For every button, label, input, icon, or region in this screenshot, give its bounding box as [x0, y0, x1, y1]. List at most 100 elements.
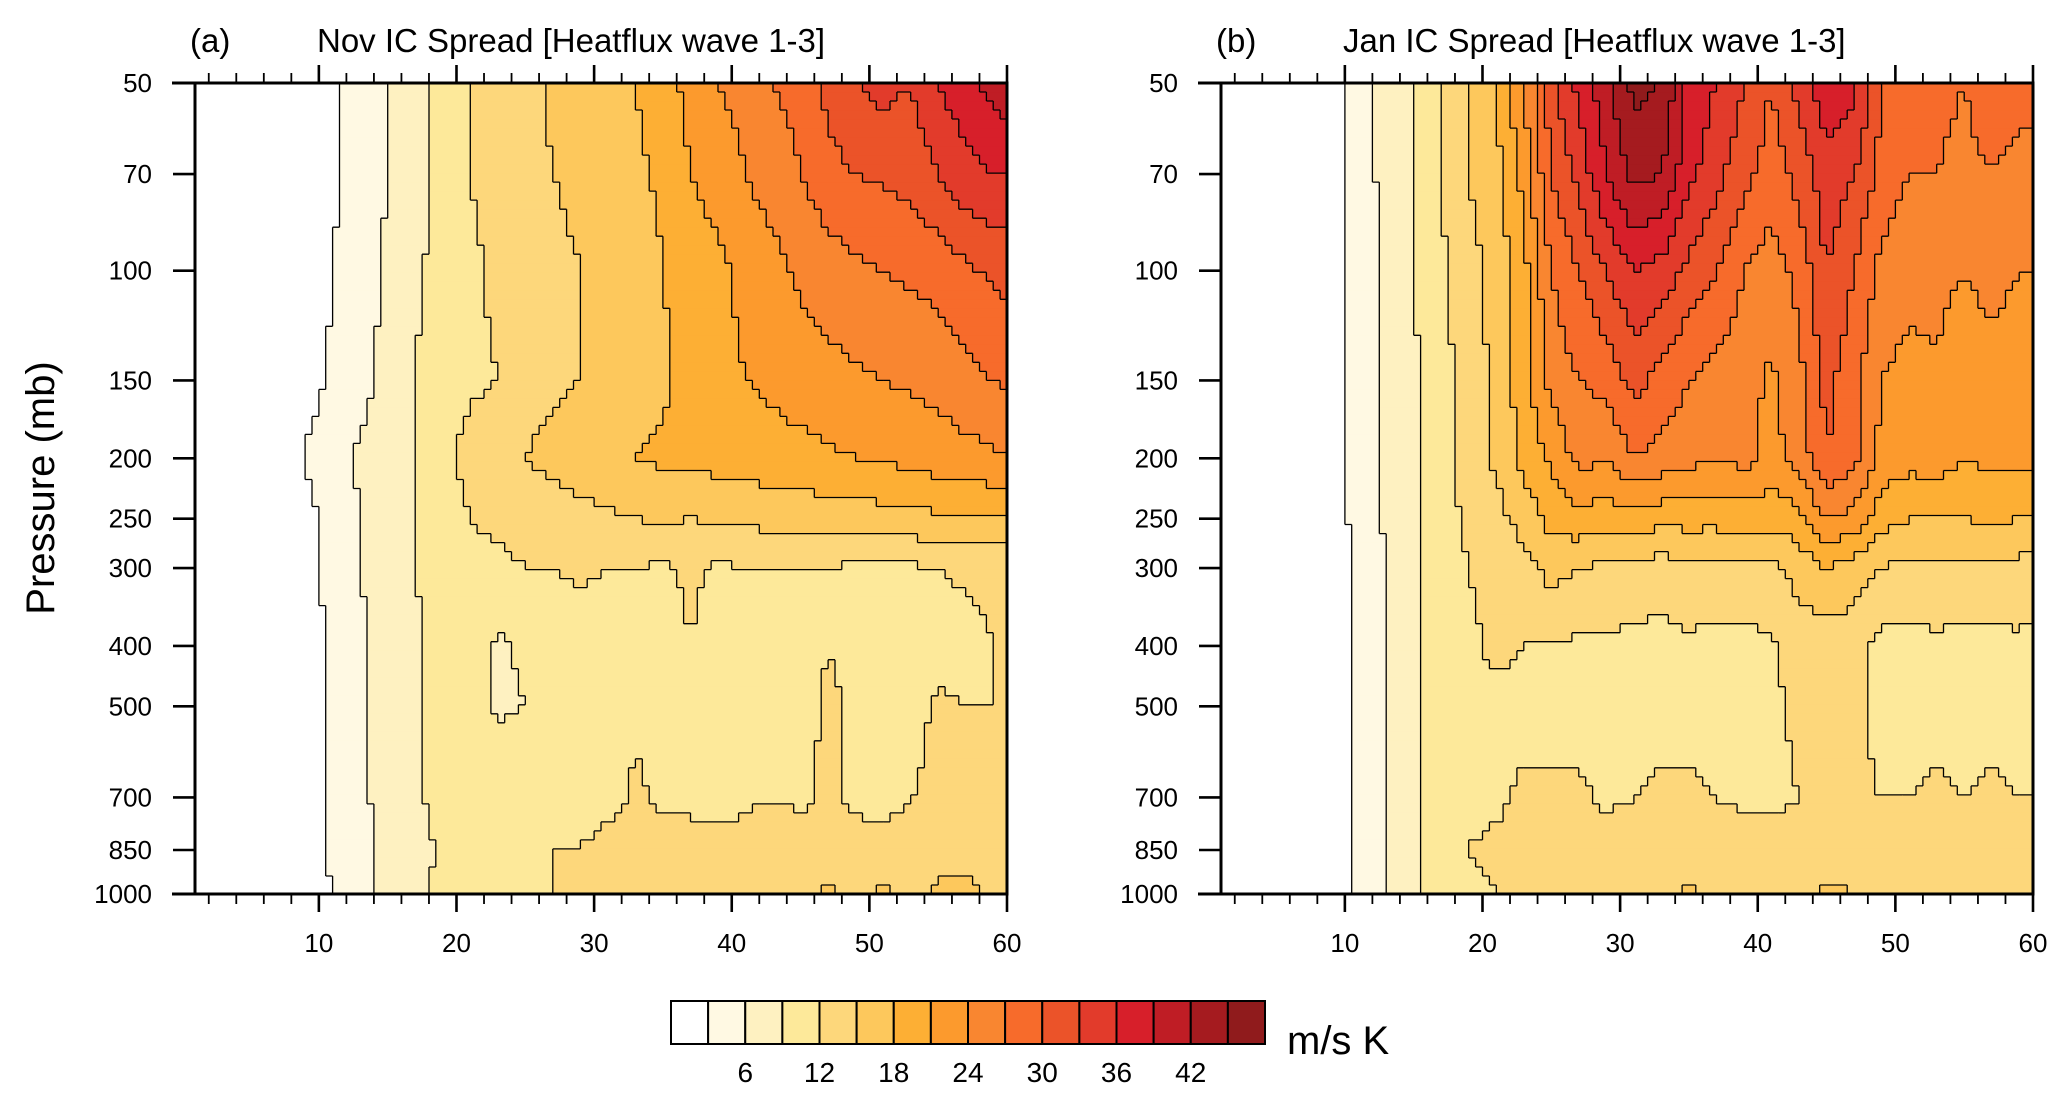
contour-cell	[470, 83, 547, 93]
contour-cell	[1221, 263, 1346, 273]
contour-cell	[993, 632, 1008, 643]
contour-cell	[890, 380, 1001, 390]
x-tick-label: 50	[855, 928, 884, 958]
contour-cell	[470, 110, 547, 120]
contour-cell	[1592, 299, 1621, 309]
contour-cell	[195, 740, 327, 751]
contour-cell	[1454, 416, 1490, 427]
contour-cell	[594, 830, 1008, 841]
contour-cell	[1413, 191, 1442, 201]
contour-cell	[1386, 533, 1422, 544]
contour-cell	[1971, 785, 2013, 796]
contour-cell	[1874, 767, 1931, 778]
contour-cell	[766, 398, 926, 408]
contour-cell	[1805, 146, 1862, 156]
contour-cell	[1489, 407, 1518, 418]
contour-cell	[1737, 218, 1800, 228]
y-tick-label: 70	[123, 159, 152, 189]
contour-cell	[195, 632, 327, 643]
contour-cell	[759, 389, 912, 399]
contour-cell	[1420, 614, 1477, 625]
contour-cell	[972, 209, 1008, 219]
contour-cell	[1833, 560, 1890, 571]
contour-cell	[1771, 632, 1876, 643]
contour-cell	[373, 830, 430, 841]
contour-cell	[1571, 173, 1594, 183]
contour-cell	[1888, 227, 2034, 237]
contour-cell	[848, 164, 939, 174]
contour-cell	[662, 236, 719, 246]
contour-cell	[662, 407, 781, 418]
contour-cell	[1737, 290, 1793, 300]
contour-cell	[1537, 290, 1559, 300]
contour-cell	[731, 272, 795, 282]
contour-cell	[318, 389, 375, 399]
contour-cell	[1221, 425, 1346, 436]
y-tick-label: 1000	[94, 879, 152, 909]
contour-cell	[1895, 200, 2034, 210]
contour-cell	[1737, 110, 1766, 120]
contour-cell	[1881, 245, 2034, 255]
contour-cell	[1709, 101, 1738, 111]
contour-cell	[924, 722, 1008, 733]
contour-cell	[195, 110, 341, 120]
contour-cell	[1606, 173, 1628, 183]
contour-cell	[1544, 209, 1559, 219]
contour-cell	[1379, 434, 1422, 445]
contour-cell	[1764, 227, 1773, 237]
contour-cell	[1537, 164, 1552, 174]
contour-cell	[1661, 353, 1711, 363]
contour-cell	[195, 794, 327, 805]
contour-cell	[1503, 218, 1525, 228]
contour-cell	[1627, 173, 1656, 183]
contour-cell	[1668, 146, 1683, 156]
contour-cell	[1805, 398, 1821, 408]
contour-cell	[1826, 245, 1835, 255]
contour-cell	[1413, 218, 1442, 228]
contour-cell	[195, 551, 320, 562]
contour-cell	[1860, 128, 1883, 138]
contour-cell	[373, 848, 437, 859]
contour-cell	[1799, 596, 1855, 607]
contour-cell	[1799, 335, 1821, 345]
contour-cell	[490, 695, 526, 706]
contour-cell	[1750, 461, 1793, 472]
contour-cell	[1344, 254, 1380, 264]
contour-cell	[1778, 659, 1869, 670]
contour-cell	[766, 218, 822, 228]
contour-cell	[470, 101, 547, 111]
contour-cell	[339, 218, 382, 228]
contour-cell	[1523, 101, 1539, 111]
contour-cell	[1510, 263, 1532, 273]
contour-cell	[1413, 254, 1449, 264]
contour-cell	[1221, 695, 1353, 706]
contour-cell	[807, 182, 884, 192]
contour-cell	[490, 353, 581, 363]
contour-cell	[1592, 308, 1628, 318]
contour-cell	[387, 173, 430, 183]
contour-cell	[1344, 488, 1380, 499]
contour-cell	[1627, 254, 1656, 264]
contour-cell	[470, 92, 547, 102]
contour-cell	[1351, 623, 1387, 634]
contour-cell	[325, 686, 368, 697]
contour-cell	[1860, 443, 1876, 454]
contour-cell	[195, 497, 313, 508]
contour-cell	[1344, 317, 1380, 327]
contour-cell	[1344, 335, 1380, 345]
contour-cell	[676, 569, 705, 580]
contour-cell	[325, 722, 368, 733]
contour-cell	[367, 713, 423, 724]
contour-cell	[1386, 740, 1422, 751]
contour-cell	[1764, 110, 1779, 120]
contour-cell	[1785, 569, 1876, 580]
contour-cell	[477, 524, 760, 535]
contour-cell	[428, 155, 471, 165]
contour-cell	[415, 452, 458, 463]
contour-cell	[195, 146, 341, 156]
contour-cell	[1819, 200, 1841, 210]
contour-cell	[518, 668, 822, 679]
contour-cell	[1613, 101, 1635, 111]
contour-cell	[339, 200, 389, 210]
contour-cell	[325, 335, 375, 345]
